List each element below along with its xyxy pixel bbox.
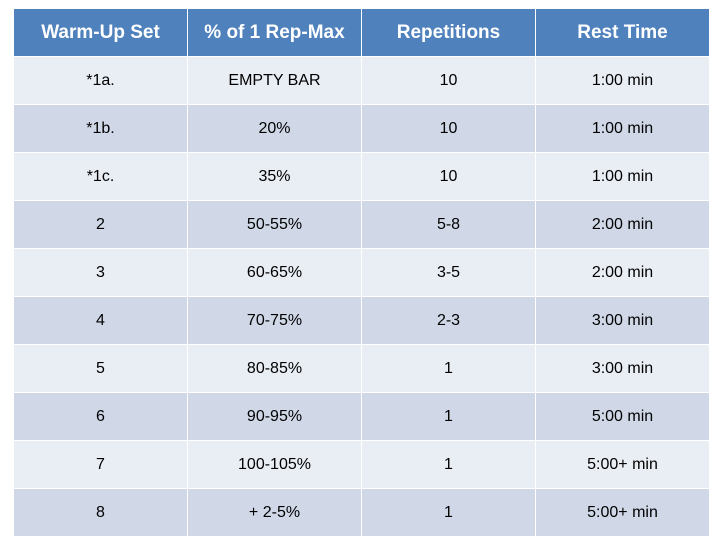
table-row: 2 50-55% 5-8 2:00 min <box>13 200 710 249</box>
cell-rest-time: 5:00+ min <box>535 488 710 537</box>
cell-rest-time: 5:00 min <box>535 392 710 441</box>
cell-repetitions: 5-8 <box>361 200 536 249</box>
cell-repetitions: 1 <box>361 440 536 489</box>
cell-repetitions: 3-5 <box>361 248 536 297</box>
cell-warmup-set: 6 <box>13 392 188 441</box>
table-row: *1c. 35% 10 1:00 min <box>13 152 710 201</box>
cell-repetitions: 10 <box>361 56 536 105</box>
cell-repetitions: 10 <box>361 152 536 201</box>
table-row: 8 + 2-5% 1 5:00+ min <box>13 488 710 537</box>
header-warmup-set: Warm-Up Set <box>13 8 188 57</box>
cell-repetitions: 2-3 <box>361 296 536 345</box>
table-row: 5 80-85% 1 3:00 min <box>13 344 710 393</box>
cell-rest-time: 3:00 min <box>535 344 710 393</box>
cell-percent-1rm: 60-65% <box>187 248 362 297</box>
cell-percent-1rm: EMPTY BAR <box>187 56 362 105</box>
cell-warmup-set: 3 <box>13 248 188 297</box>
warmup-table: Warm-Up Set % of 1 Rep-Max Repetitions R… <box>13 8 710 537</box>
cell-percent-1rm: 100-105% <box>187 440 362 489</box>
cell-repetitions: 1 <box>361 392 536 441</box>
cell-repetitions: 1 <box>361 344 536 393</box>
cell-percent-1rm: 80-85% <box>187 344 362 393</box>
table-row: *1b. 20% 10 1:00 min <box>13 104 710 153</box>
cell-percent-1rm: 20% <box>187 104 362 153</box>
cell-warmup-set: 7 <box>13 440 188 489</box>
cell-rest-time: 1:00 min <box>535 152 710 201</box>
cell-repetitions: 10 <box>361 104 536 153</box>
cell-percent-1rm: 50-55% <box>187 200 362 249</box>
header-percent-1rm: % of 1 Rep-Max <box>187 8 362 57</box>
header-rest-time: Rest Time <box>535 8 710 57</box>
table-row: 7 100-105% 1 5:00+ min <box>13 440 710 489</box>
cell-warmup-set: 8 <box>13 488 188 537</box>
cell-warmup-set: 4 <box>13 296 188 345</box>
table-row: 6 90-95% 1 5:00 min <box>13 392 710 441</box>
cell-warmup-set: *1a. <box>13 56 188 105</box>
cell-rest-time: 5:00+ min <box>535 440 710 489</box>
header-repetitions: Repetitions <box>361 8 536 57</box>
cell-rest-time: 2:00 min <box>535 248 710 297</box>
table-row: *1a. EMPTY BAR 10 1:00 min <box>13 56 710 105</box>
cell-percent-1rm: 70-75% <box>187 296 362 345</box>
cell-rest-time: 1:00 min <box>535 56 710 105</box>
cell-percent-1rm: 90-95% <box>187 392 362 441</box>
cell-percent-1rm: + 2-5% <box>187 488 362 537</box>
table-row: 4 70-75% 2-3 3:00 min <box>13 296 710 345</box>
cell-percent-1rm: 35% <box>187 152 362 201</box>
cell-rest-time: 1:00 min <box>535 104 710 153</box>
cell-warmup-set: 5 <box>13 344 188 393</box>
cell-rest-time: 3:00 min <box>535 296 710 345</box>
header-row: Warm-Up Set % of 1 Rep-Max Repetitions R… <box>13 8 710 57</box>
table-row: 3 60-65% 3-5 2:00 min <box>13 248 710 297</box>
cell-rest-time: 2:00 min <box>535 200 710 249</box>
cell-warmup-set: 2 <box>13 200 188 249</box>
cell-warmup-set: *1b. <box>13 104 188 153</box>
cell-warmup-set: *1c. <box>13 152 188 201</box>
cell-repetitions: 1 <box>361 488 536 537</box>
